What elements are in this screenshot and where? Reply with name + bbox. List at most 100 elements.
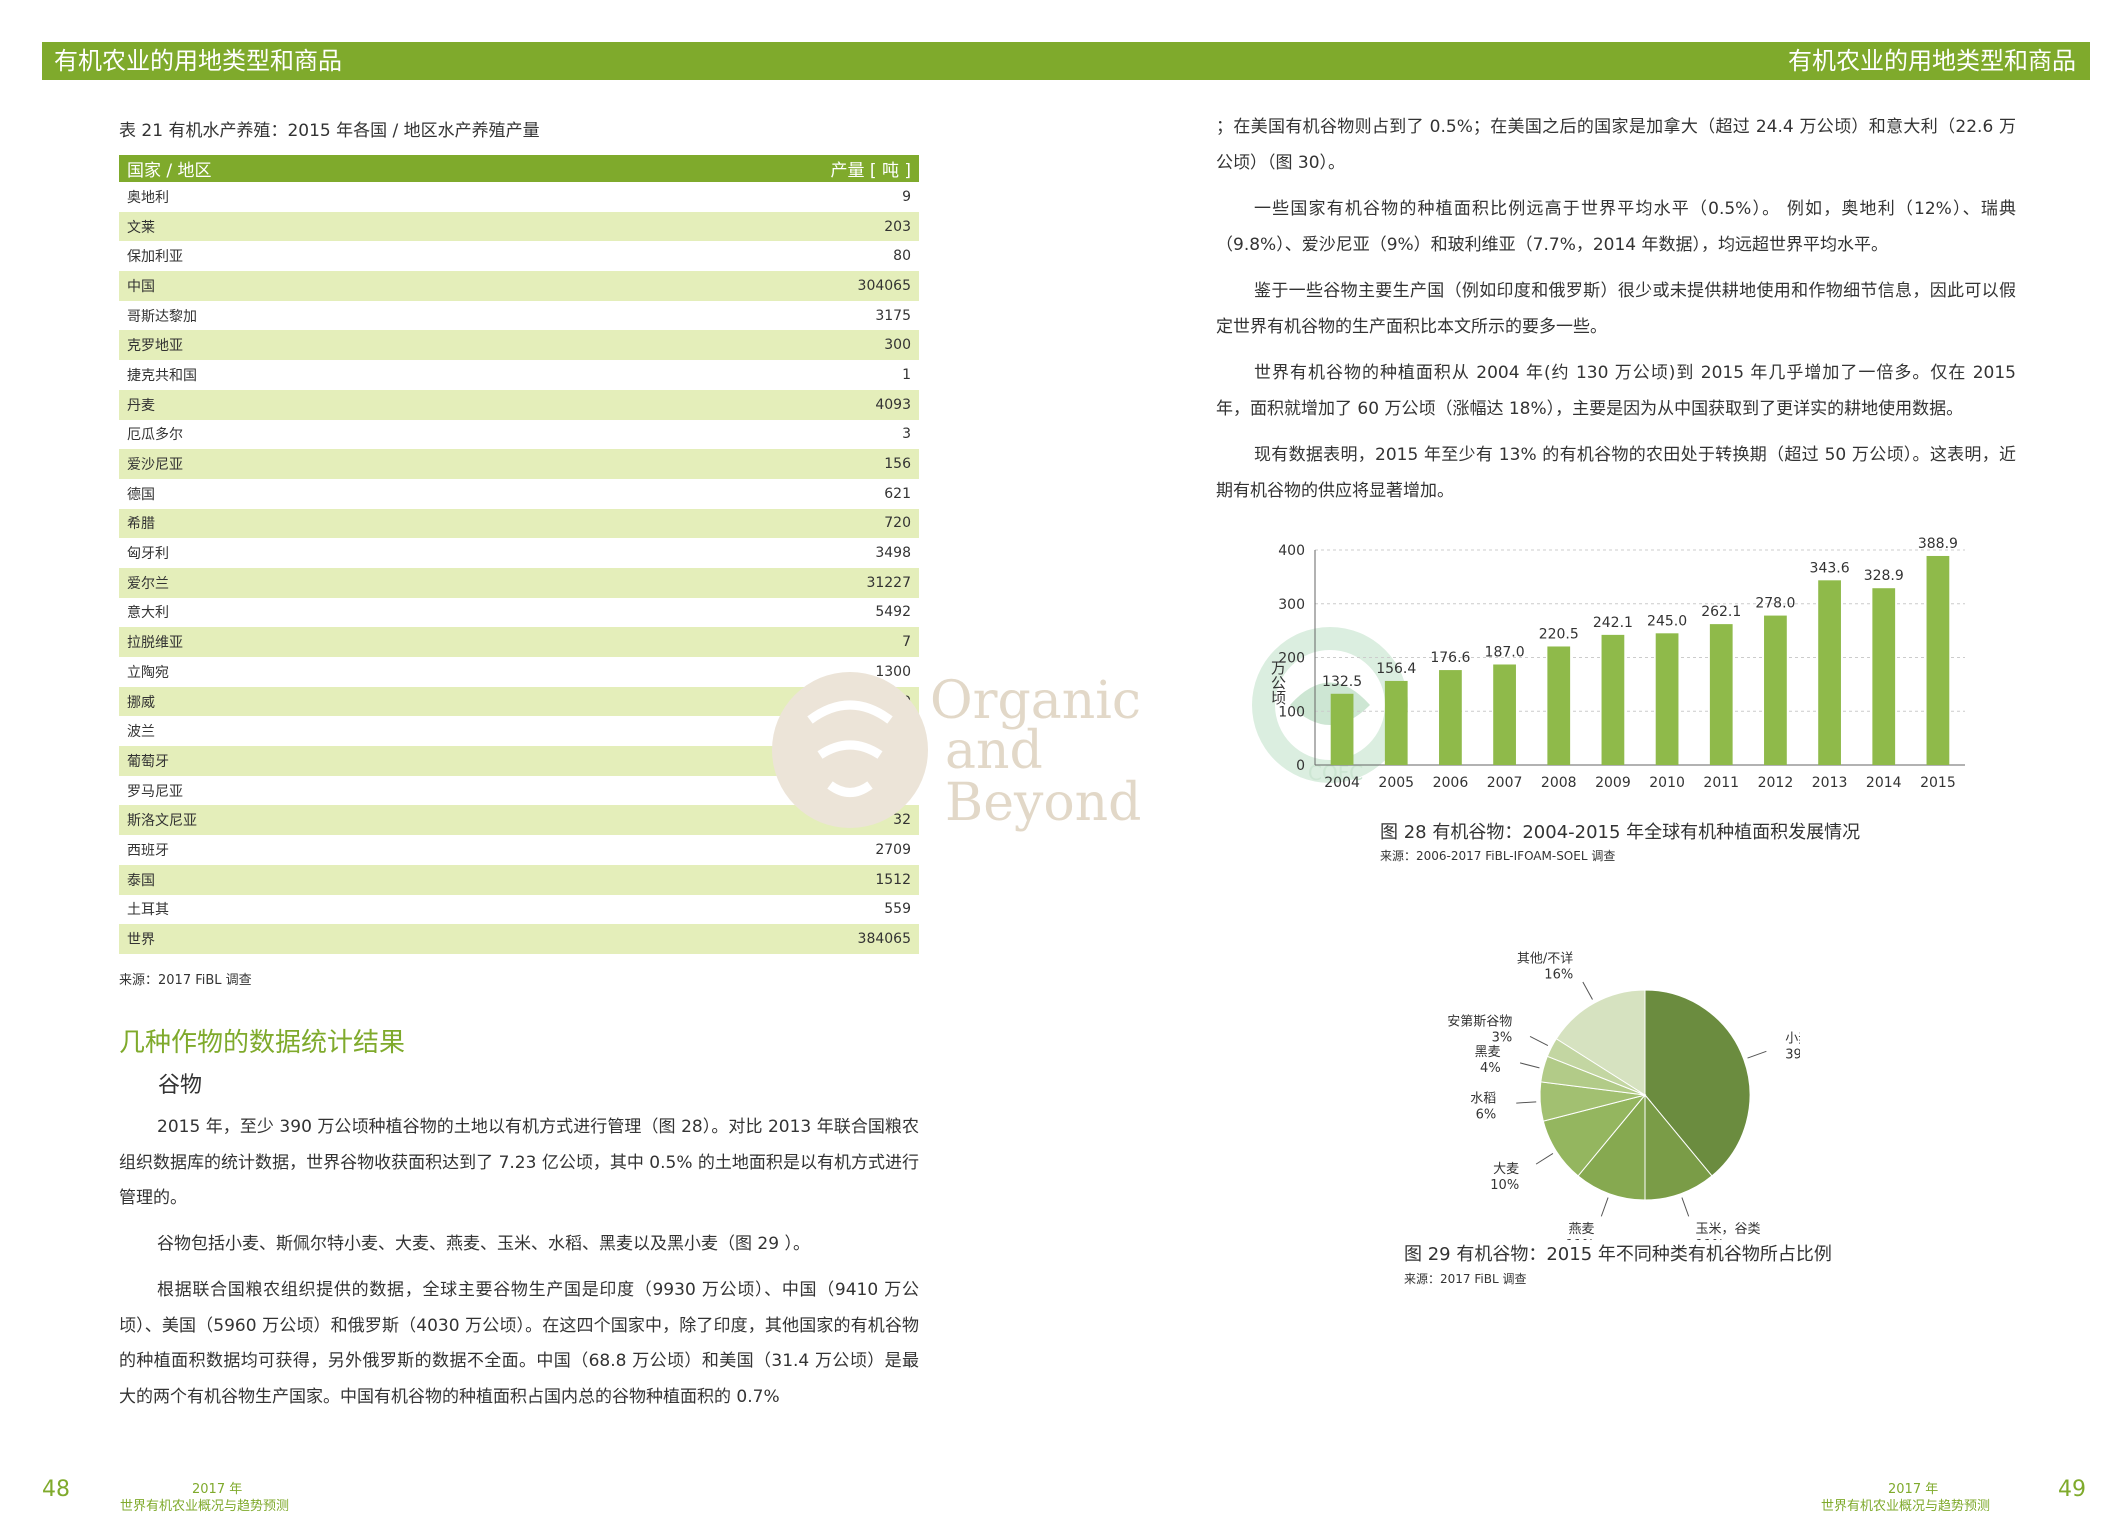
pie-chart: 小麦39%玉米，谷类11%燕麦11%大麦10%水稻6%黑麦4%安第斯谷物3%其他…: [1447, 951, 1800, 1240]
output-cell: 384065: [527, 924, 919, 954]
country-cell: 波兰: [127, 724, 155, 741]
bar: [1872, 588, 1896, 765]
country-cell: 爱尔兰: [119, 567, 528, 598]
paragraph: 现有数据表明，2015 年至少有 13% 的有机谷物的农田处于转换期（超过 50…: [1216, 445, 2016, 501]
pie-slice-label: 其他/不详: [1517, 951, 1573, 966]
page-number-left: 48: [42, 1477, 70, 1502]
output-cell: 304065: [527, 271, 919, 301]
table-row: 西班牙 2709: [119, 835, 919, 865]
country-cell: 爱沙尼亚: [119, 449, 528, 479]
bar: [1709, 624, 1733, 765]
table-row: 捷克共和国 1: [119, 360, 919, 390]
y-axis-label: 万公顷: [1269, 660, 1287, 705]
pie-slice-label: 小麦: [1785, 1032, 1800, 1047]
pie-slice-label: 水稻: [1470, 1091, 1496, 1106]
table-header-row: 国家 / 地区 产量 [ 吨 ]: [119, 155, 919, 182]
table-row: 希腊 720: [119, 508, 919, 539]
table-row: 土耳其 559: [119, 895, 919, 925]
pie-leader-line: [1516, 1101, 1537, 1104]
figure-29-source: 来源：2017 FiBL 调查: [1404, 1272, 1527, 1286]
bar-value-label: 132.5: [1322, 674, 1362, 690]
section-heading: 几种作物的数据统计结果: [119, 1028, 406, 1058]
footer-year-left: 2017 年: [192, 1482, 243, 1497]
y-tick-label: 0: [1296, 758, 1305, 774]
pie-slice-label: 黑麦: [1475, 1045, 1501, 1060]
watermark: Organic and Beyond: [772, 671, 1141, 833]
figure-28-source: 来源：2006-2017 FiBL-IFOAM-SOEL 调查: [1380, 849, 1616, 863]
output-cell: 1300: [875, 663, 911, 680]
x-tick-label: 2009: [1595, 775, 1631, 791]
column-header-country: 国家 / 地区: [119, 155, 528, 182]
watermark-line1: Organic: [930, 671, 1141, 731]
pie-slice-percent: 6%: [1476, 1107, 1497, 1122]
country-cell: 保加利亚: [127, 249, 183, 266]
paragraph: 2015 年，至少 390 万公顷种植谷物的土地以有机方式进行管理（图 28）。…: [119, 1117, 919, 1208]
output-cell: 9: [902, 188, 911, 205]
table-row: 奥地利 9: [119, 182, 919, 212]
y-tick-label: 100: [1278, 704, 1305, 720]
pie-leader-line: [1535, 1152, 1554, 1165]
country-cell: 德国: [127, 486, 155, 503]
bar: [1439, 670, 1462, 765]
pie-slice-percent: 16%: [1544, 967, 1573, 982]
y-tick-label: 200: [1278, 651, 1305, 667]
x-tick-label: 2013: [1812, 775, 1848, 791]
x-tick-label: 2015: [1920, 775, 1956, 791]
bar-value-label: 187.0: [1485, 644, 1525, 660]
bar: [1601, 634, 1625, 765]
table-row: 泰国 1512: [119, 864, 919, 895]
x-tick-label: 2011: [1703, 775, 1739, 791]
country-cell: 匈牙利: [127, 546, 169, 563]
country-cell: 泰国: [119, 864, 528, 895]
country-cell: 希腊: [119, 508, 528, 539]
output-cell: 559: [884, 901, 911, 918]
pie-slice-label: 安第斯谷物: [1447, 1014, 1512, 1029]
country-cell: 土耳其: [127, 902, 169, 919]
pie-leader-line: [1582, 981, 1593, 1000]
country-cell: 斯洛文尼亚: [119, 805, 528, 836]
paragraph: 一些国家有机谷物的种植面积比例远高于世界平均水平（0.5%）。 例如，奥地利（1…: [1216, 199, 2016, 255]
output-cell: 7: [527, 627, 919, 657]
bar-value-label: 388.9: [1918, 536, 1958, 552]
country-cell: 拉脱维亚: [119, 627, 528, 657]
output-cell: 1: [902, 366, 911, 383]
table-row: 文莱 203: [119, 211, 919, 242]
bar: [1330, 693, 1354, 765]
bar-value-label: 220.5: [1539, 626, 1579, 642]
watermark-line3: Beyond: [945, 773, 1141, 833]
country-cell: 西班牙: [127, 842, 169, 859]
y-tick-label: 400: [1278, 543, 1305, 559]
pie-slice-percent: 3%: [1492, 1030, 1513, 1045]
watermark-seal-icon: [772, 672, 928, 828]
table-row: 德国 621: [119, 479, 919, 509]
table-row: 克罗地亚 300: [119, 330, 919, 361]
bar-value-label: 278.0: [1755, 596, 1795, 612]
pie-leader-line: [1747, 1050, 1767, 1059]
table-row: 世界 384065: [119, 924, 919, 954]
x-tick-label: 2008: [1541, 775, 1577, 791]
pie-slice-percent: 4%: [1480, 1061, 1501, 1076]
figure-29-caption: 图 29 有机谷物：2015 年不同种类有机谷物所占比例: [1404, 1244, 1832, 1265]
bar: [1926, 555, 1950, 765]
figure-28-caption: 图 28 有机谷物：2004-2015 年全球有机种植面积发展情况: [1380, 822, 1861, 843]
table-row: 爱沙尼亚 156: [119, 449, 919, 479]
bar-value-label: 156.4: [1376, 661, 1416, 677]
cofco-seal-icon: COFC: [1252, 627, 1408, 785]
output-cell: 203: [527, 211, 919, 242]
country-cell: 文莱: [119, 211, 528, 242]
pie-slice-label: 燕麦: [1569, 1222, 1595, 1237]
country-cell: 哥斯达黎加: [127, 308, 197, 325]
output-cell: 156: [527, 449, 919, 479]
bar-value-label: 242.1: [1593, 615, 1633, 631]
bar-value-label: 262.1: [1701, 604, 1741, 620]
x-tick-label: 2014: [1866, 775, 1902, 791]
pie-slice: [1577, 1093, 1646, 1201]
footer-subtitle-right: 世界有机农业概况与趋势预测: [1821, 1499, 1991, 1514]
table-row: 保加利亚 80: [119, 241, 919, 271]
page-number-right: 49: [2058, 1477, 2086, 1502]
table-row: 爱尔兰 31227: [119, 567, 919, 598]
bar: [1764, 615, 1787, 765]
pie-slice-label: 大麦: [1493, 1162, 1519, 1177]
x-tick-label: 2010: [1649, 775, 1685, 791]
bar-value-label: 328.9: [1864, 568, 1904, 584]
